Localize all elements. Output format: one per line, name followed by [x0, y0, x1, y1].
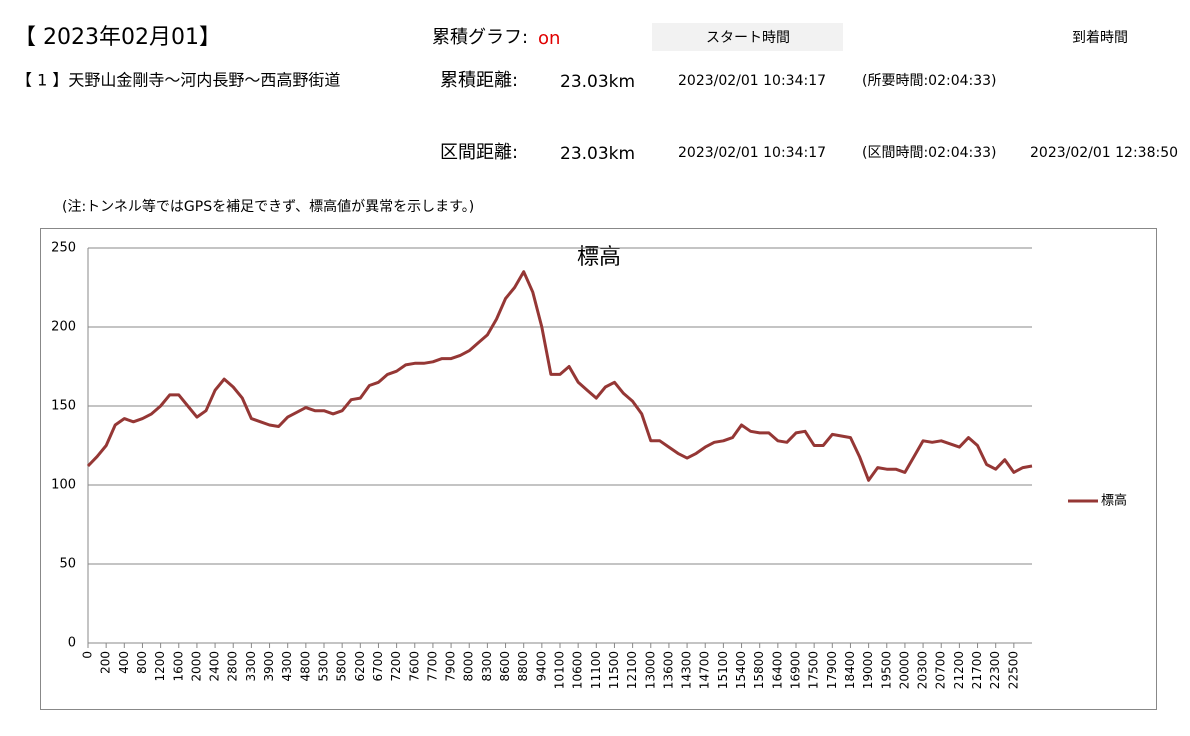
- x-tick-label: 400: [117, 651, 131, 674]
- x-tick-label: 800: [135, 651, 149, 674]
- x-tick-label: 9400: [534, 651, 548, 682]
- x-tick-label: 3300: [244, 651, 258, 682]
- chart-title: 標高: [577, 245, 621, 270]
- x-tick-label: 13000: [643, 651, 657, 689]
- x-tick-label: 1600: [171, 651, 185, 682]
- x-tick-label: 13600: [661, 651, 675, 689]
- x-tick-label: 12100: [625, 651, 639, 689]
- x-tick-label: 2800: [226, 651, 240, 682]
- x-tick-label: 3900: [262, 651, 276, 682]
- x-tick-label: 11500: [607, 651, 621, 689]
- x-tick-label: 0: [81, 651, 95, 659]
- route: 【 1 】天野山金剛寺～河内長野～西高野街道: [16, 71, 340, 90]
- x-tick-label: 17500: [807, 651, 821, 689]
- total-start: 2023/02/01 10:34:17: [678, 73, 826, 89]
- x-tick-label: 8000: [462, 651, 476, 682]
- x-tick-label: 10100: [553, 651, 567, 689]
- x-tick-label: 14700: [698, 651, 712, 689]
- y-tick-label: 100: [51, 478, 76, 493]
- x-tick-label: 20700: [934, 651, 948, 689]
- total-label: 累積距離:: [440, 70, 518, 91]
- x-tick-label: 7600: [407, 651, 421, 682]
- x-tick-label: 7900: [444, 651, 458, 682]
- start-label: スタート時間: [706, 30, 790, 46]
- total-distance: 23.03km: [560, 72, 635, 92]
- y-tick-label: 250: [51, 241, 76, 256]
- section-label: 区間距離:: [440, 142, 518, 163]
- x-tick-label: 15400: [734, 651, 748, 689]
- section-start: 2023/02/01 10:34:17: [678, 145, 826, 161]
- x-tick-label: 8800: [516, 651, 530, 682]
- graph-state[interactable]: on: [538, 28, 560, 49]
- section-arrive: 2023/02/01 12:38:50: [1030, 145, 1178, 161]
- x-tick-label: 15100: [716, 651, 730, 689]
- x-tick-label: 20300: [916, 651, 930, 689]
- x-tick-label: 15800: [752, 651, 766, 689]
- x-tick-label: 20000: [897, 651, 911, 689]
- note: (注:トンネル等ではGPSを補足できず、標高値が異常を示します。): [62, 198, 474, 215]
- x-tick-label: 7200: [389, 651, 403, 682]
- start-header-cell: [652, 23, 843, 51]
- x-tick-label: 10600: [571, 651, 585, 689]
- x-tick-label: 22300: [988, 651, 1002, 689]
- x-tick-label: 21200: [952, 651, 966, 689]
- x-tick-label: 21700: [970, 651, 984, 689]
- y-tick-label: 150: [51, 399, 76, 414]
- x-tick-label: 6200: [353, 651, 367, 682]
- x-tick-label: 16400: [770, 651, 784, 689]
- arrive-label: 到着時間: [1072, 30, 1128, 46]
- x-tick-label: 8300: [480, 651, 494, 682]
- x-tick-label: 5800: [335, 651, 349, 682]
- x-tick-label: 200: [99, 651, 113, 674]
- x-tick-label: 8600: [498, 651, 512, 682]
- y-tick-label: 50: [59, 557, 76, 572]
- x-tick-label: 18400: [843, 651, 857, 689]
- x-tick-label: 5300: [317, 651, 331, 682]
- x-tick-label: 11100: [589, 651, 603, 689]
- x-tick-label: 6700: [371, 651, 385, 682]
- x-tick-label: 16900: [789, 651, 803, 689]
- x-tick-label: 14300: [680, 651, 694, 689]
- total-time: (所要時間:02:04:33): [862, 73, 997, 89]
- section-time: (区間時間:02:04:33): [862, 145, 997, 161]
- series-line: [86, 270, 1033, 482]
- x-tick-label: 22500: [1006, 651, 1020, 689]
- x-tick-label: 4800: [298, 651, 312, 682]
- date: 【 2023年02月01】: [14, 25, 221, 50]
- chart-frame: [40, 228, 1157, 710]
- graph-label: 累積グラフ:: [432, 27, 528, 48]
- section-distance: 23.03km: [560, 144, 635, 164]
- x-tick-label: 17900: [825, 651, 839, 689]
- x-tick-label: 1200: [153, 651, 167, 682]
- x-tick-label: 19500: [879, 651, 893, 689]
- x-tick-label: 4300: [280, 651, 294, 682]
- legend-label: 標高: [1101, 493, 1127, 509]
- x-tick-label: 2400: [208, 651, 222, 682]
- x-tick-label: 7700: [425, 651, 439, 682]
- y-tick-label: 200: [51, 320, 76, 335]
- y-tick-label: 0: [68, 636, 76, 651]
- x-tick-label: 19000: [861, 651, 875, 689]
- x-tick-label: 2000: [189, 651, 203, 682]
